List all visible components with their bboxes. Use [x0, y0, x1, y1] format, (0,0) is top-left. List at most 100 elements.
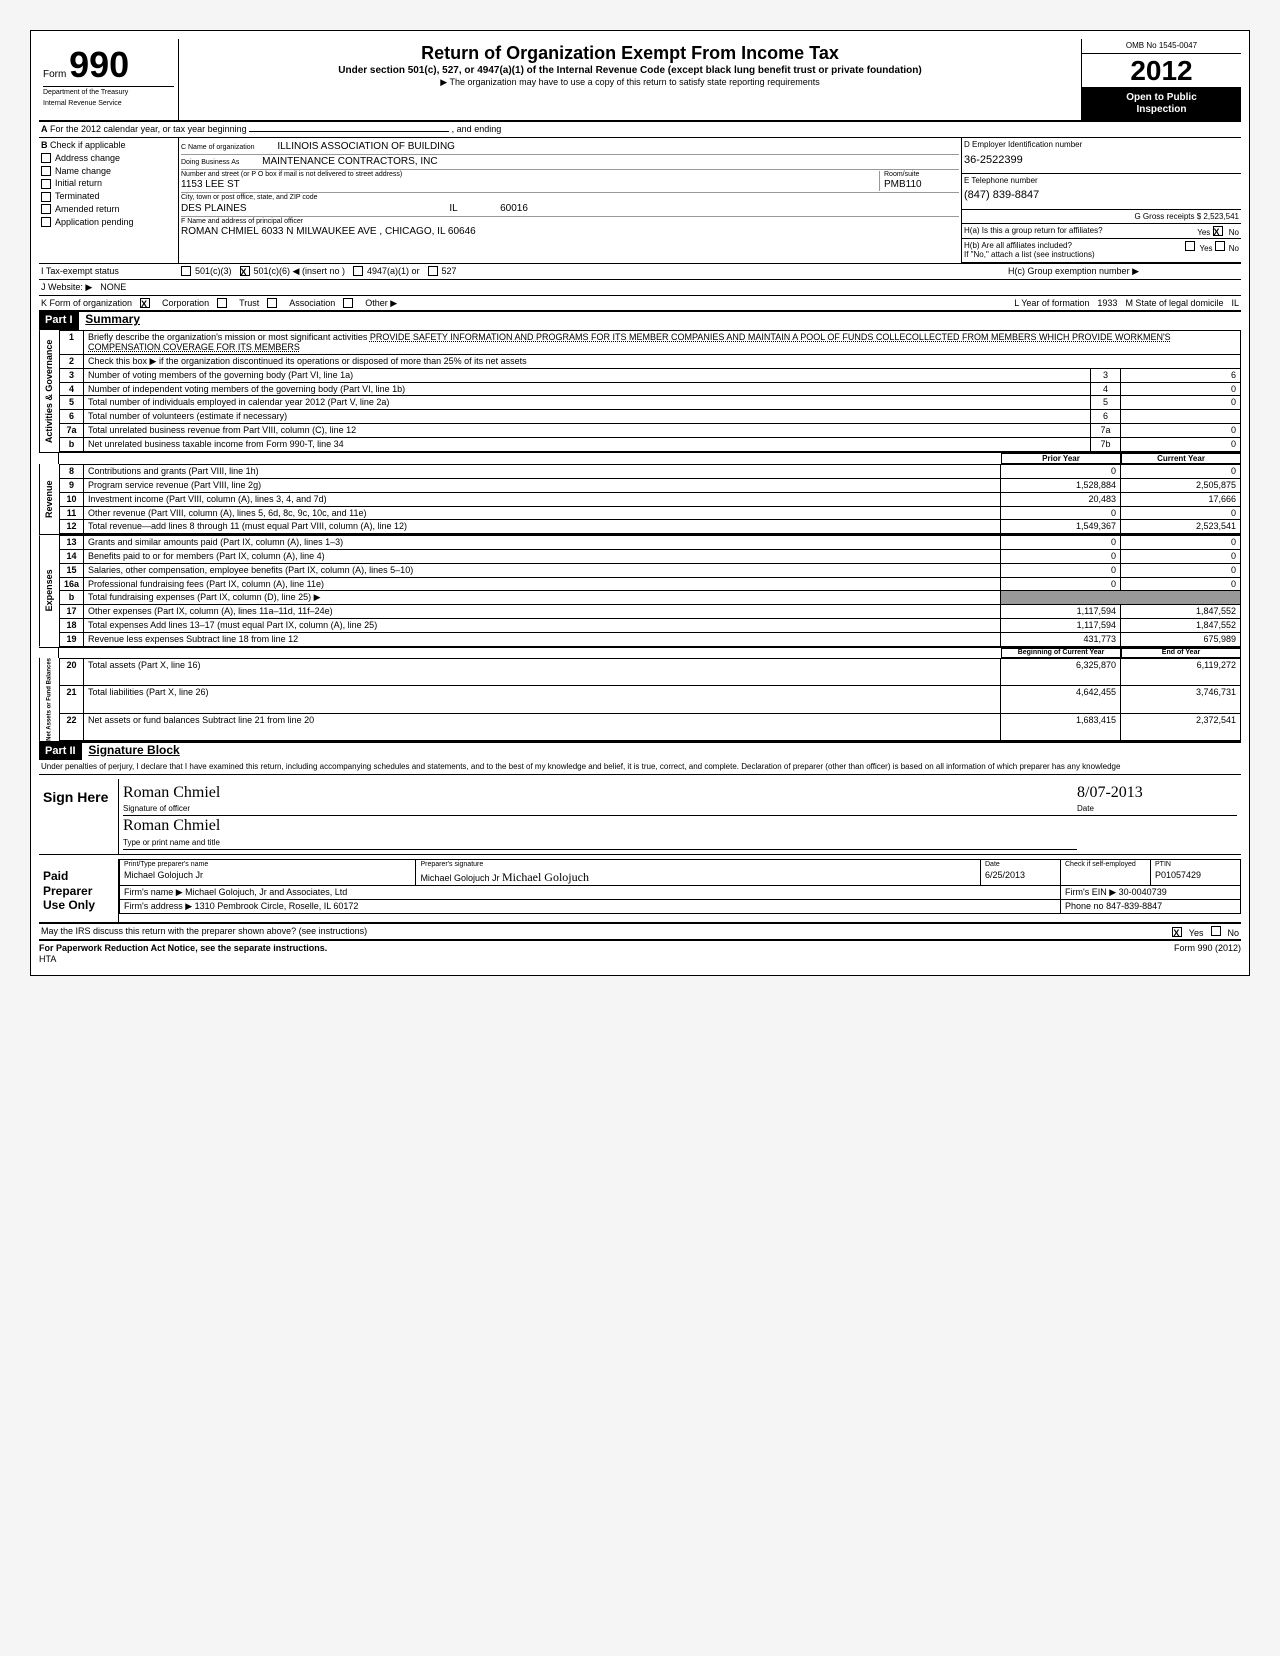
zip-value: 60016	[500, 203, 528, 214]
discuss-yes-check[interactable]	[1172, 927, 1182, 937]
form-word: Form	[43, 69, 66, 80]
l18: Total expenses Add lines 13–17 (must equ…	[84, 619, 1001, 633]
year-form-label: L Year of formation	[1014, 298, 1089, 309]
line4: Number of independent voting members of …	[84, 382, 1091, 396]
check-name-change[interactable]: Name change	[41, 166, 176, 177]
form-header: Form 990 Department of the Treasury Inte…	[39, 39, 1241, 122]
check-initial-return[interactable]: Initial return	[41, 178, 176, 189]
line2-text: Check this box ▶ if the organization dis…	[84, 355, 1241, 369]
l20: Total assets (Part X, line 16)	[84, 659, 1001, 686]
sign-here-section: Sign Here Roman Chmiel Signature of offi…	[39, 779, 1241, 856]
l9: Program service revenue (Part VIII, line…	[84, 479, 1001, 493]
line7b: Net unrelated business taxable income fr…	[84, 437, 1091, 451]
hb-label: H(b) Are all affiliates included?	[964, 241, 1072, 250]
check-header: Check if applicable	[50, 140, 126, 150]
state-dom-label: M State of legal domicile	[1125, 298, 1223, 309]
net-headers-row: Beginning of Current Year End of Year	[39, 648, 1241, 658]
name-column: C Name of organization ILLINOIS ASSOCIAT…	[179, 138, 961, 263]
begin-header: Beginning of Current Year	[1001, 648, 1121, 658]
period-text: For the 2012 calendar year, or tax year …	[50, 124, 247, 134]
l15: Salaries, other compensation, employee b…	[84, 563, 1001, 577]
org-name-label: C Name of organization	[181, 144, 255, 151]
expenses-label: Expenses	[39, 535, 59, 646]
firm-addr: 1310 Pembrook Circle, Roselle, IL 60172	[195, 901, 359, 911]
paid-label: Paid Preparer Use Only	[39, 859, 119, 922]
l12: Total revenue—add lines 8 through 11 (mu…	[84, 520, 1001, 534]
omb-number: OMB No 1545-0047	[1082, 39, 1241, 54]
part1-header: Part I Summary	[39, 312, 1241, 329]
tax-501c-check[interactable]	[240, 266, 250, 276]
check-address-change[interactable]: Address change	[41, 153, 176, 164]
ein-value: 36-2522399	[964, 150, 1239, 171]
discuss-text: May the IRS discuss this return with the…	[41, 926, 367, 936]
footer-left: For Paperwork Reduction Act Notice, see …	[39, 943, 327, 953]
prior-year-header: Prior Year	[1001, 453, 1121, 465]
prep-date: 6/25/2013	[985, 870, 1056, 881]
tax-status-row: I Tax-exempt status 501(c)(3) 501(c) ( 6…	[39, 264, 1241, 280]
street-label: Number and street (or P O box if mail is…	[181, 171, 879, 179]
open-public: Open to Public Inspection	[1082, 88, 1241, 120]
l22: Net assets or fund balances Subtract lin…	[84, 713, 1001, 740]
header-right: OMB No 1545-0047 2012 Open to Public Ins…	[1081, 39, 1241, 120]
ha-checkbox[interactable]	[1213, 226, 1223, 236]
dept-irs: Internal Revenue Service	[43, 98, 174, 108]
sig-name: Roman Chmiel	[123, 816, 1077, 835]
header-note: ▶ The organization may have to use a cop…	[183, 77, 1077, 88]
end-header: End of Year	[1121, 648, 1241, 658]
firm-phone: 847-839-8847	[1106, 901, 1162, 911]
ptin: P01057429	[1155, 870, 1236, 881]
sig-officer-label: Signature of officer	[123, 802, 1077, 817]
v6	[1121, 410, 1241, 424]
officer-signature: Roman Chmiel	[123, 783, 1077, 802]
governance-label: Activities & Governance	[39, 330, 59, 452]
state-value: IL	[449, 203, 457, 214]
firm-ein: 30-0040739	[1119, 887, 1167, 897]
main-title: Return of Organization Exempt From Incom…	[183, 43, 1077, 65]
l13: Grants and similar amounts paid (Part IX…	[84, 536, 1001, 550]
receipts-label: G Gross receipts $	[1134, 212, 1201, 221]
officer-label: F Name and address of principal officer	[181, 218, 959, 226]
check-amended[interactable]: Amended return	[41, 204, 176, 215]
city-value: DES PLAINES	[181, 203, 247, 214]
subtitle: Under section 501(c), 527, or 4947(a)(1)…	[183, 65, 1077, 77]
date-label: Date	[1077, 802, 1237, 817]
state-dom-value: IL	[1231, 298, 1239, 309]
room-label: Room/suite	[884, 171, 959, 179]
city-label: City, town or post office, state, and ZI…	[181, 194, 959, 202]
revenue-section: Revenue 8Contributions and grants (Part …	[39, 464, 1241, 535]
l21: Total liabilities (Part X, line 26)	[84, 686, 1001, 713]
v4: 0	[1121, 382, 1241, 396]
check-if: Check if self-employed	[1061, 860, 1151, 886]
check-pending[interactable]: Application pending	[41, 217, 176, 228]
room-value: PMB110	[884, 179, 959, 191]
v3: 6	[1121, 368, 1241, 382]
net-section: Net Assets or Fund Balances 20Total asse…	[39, 658, 1241, 743]
l11: Other revenue (Part VIII, column (A), li…	[84, 506, 1001, 520]
website-row: J Website: ▶ NONE	[39, 280, 1241, 296]
net-label: Net Assets or Fund Balances	[39, 658, 59, 741]
expenses-section: Expenses 13Grants and similar amounts pa…	[39, 535, 1241, 647]
line-a: A For the 2012 calendar year, or tax yea…	[39, 122, 1241, 138]
ein-label: D Employer Identification number	[964, 140, 1239, 150]
dba-value: MAINTENANCE CONTRACTORS, INC	[242, 156, 437, 167]
perjury-text: Under penalties of perjury, I declare th…	[39, 760, 1241, 775]
mission-label: Briefly describe the organization's miss…	[88, 332, 367, 342]
l14: Benefits paid to or for members (Part IX…	[84, 550, 1001, 564]
col-headers-row: Prior Year Current Year	[39, 453, 1241, 465]
l10: Investment income (Part VIII, column (A)…	[84, 492, 1001, 506]
year-form-value: 1933	[1097, 298, 1117, 309]
check-terminated[interactable]: Terminated	[41, 191, 176, 202]
corp-check[interactable]	[140, 298, 150, 308]
phone-label: E Telephone number	[964, 176, 1239, 186]
l19: Revenue less expenses Subtract line 18 f…	[84, 632, 1001, 646]
phone-value: (847) 839-8847	[964, 185, 1239, 206]
hc-label: H(c) Group exemption number ▶	[1008, 266, 1239, 277]
right-column: D Employer Identification number 36-2522…	[961, 138, 1241, 263]
dept-treasury: Department of the Treasury	[43, 86, 174, 97]
header-center: Return of Organization Exempt From Incom…	[179, 39, 1081, 120]
l17: Other expenses (Part IX, column (A), lin…	[84, 605, 1001, 619]
form-org-label: K Form of organization	[41, 298, 132, 309]
discuss-row: May the IRS discuss this return with the…	[39, 924, 1241, 941]
line3: Number of voting members of the governin…	[84, 368, 1091, 382]
checkbox-column: B Check if applicable Address change Nam…	[39, 138, 179, 263]
